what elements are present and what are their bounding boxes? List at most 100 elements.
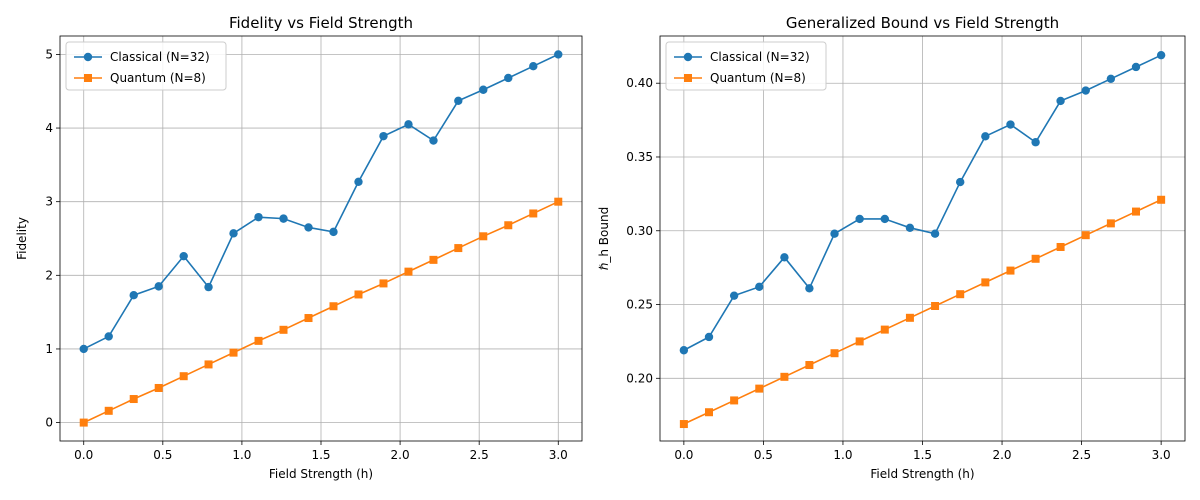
- data-point: [880, 214, 889, 224]
- data-point: [1056, 242, 1065, 251]
- data-point: [179, 251, 188, 261]
- x-tick-label: 1.5: [913, 448, 932, 462]
- data-point: [1031, 138, 1040, 147]
- x-tick-label: 0.5: [754, 448, 773, 462]
- y-tick-label: 3: [45, 195, 53, 209]
- y-tick-label: 4: [45, 121, 53, 135]
- data-point: [830, 229, 839, 238]
- data-point: [79, 344, 88, 354]
- data-point: [1156, 50, 1166, 60]
- x-tick-label: 1.0: [833, 448, 852, 462]
- y-tick-label: 0.40: [626, 76, 653, 90]
- data-point: [1132, 207, 1140, 216]
- data-point: [279, 214, 288, 223]
- data-point: [204, 360, 213, 369]
- data-point: [830, 349, 839, 358]
- y-tick-label: 0.25: [626, 298, 653, 312]
- data-point: [1081, 86, 1090, 95]
- x-tick-label: 2.0: [992, 448, 1011, 462]
- data-point: [504, 73, 513, 83]
- legend-marker: [684, 74, 692, 82]
- data-point: [554, 197, 563, 206]
- data-point: [905, 223, 915, 233]
- x-tick-label: 2.5: [1072, 448, 1091, 462]
- y-tick-label: 0.20: [626, 371, 653, 385]
- y-tick-label: 0: [45, 416, 53, 430]
- data-point: [154, 383, 163, 392]
- legend-marker: [683, 52, 693, 62]
- data-point: [755, 282, 764, 292]
- chart-panel-2: 0.0 0.5 1.0 1.5 2.0 2.5 3.0 0.20 0.25 0.30 0.35 0.4…: [597, 14, 1186, 481]
- data-point: [129, 291, 138, 300]
- data-point: [104, 332, 113, 341]
- chart-title: Generalized Bound vs Field Strength: [786, 14, 1059, 32]
- y-axis-label: ℏ_h Bound: [597, 207, 611, 270]
- legend-marker: [83, 52, 93, 62]
- data-point: [1056, 96, 1065, 106]
- data-point: [805, 361, 814, 370]
- data-point: [1081, 231, 1090, 240]
- data-point: [1157, 195, 1166, 204]
- series-1: [679, 50, 1166, 355]
- data-point: [354, 177, 363, 186]
- data-point: [679, 420, 688, 429]
- data-point: [354, 290, 363, 299]
- data-point: [229, 348, 238, 357]
- data-point: [956, 290, 965, 299]
- data-point: [704, 332, 714, 342]
- data-point: [729, 291, 739, 300]
- legend: Classical (N=32) Quantum (N=8): [65, 41, 227, 91]
- data-point: [931, 302, 940, 310]
- data-point: [855, 214, 864, 224]
- x-axis-label: Field Strength (h): [870, 467, 974, 481]
- x-tick-label: 2.0: [391, 448, 410, 462]
- data-point: [981, 278, 990, 287]
- y-tick-label: 1: [45, 342, 53, 356]
- plot-frame: [659, 35, 1186, 442]
- chart-title: Fidelity vs Field Strength: [229, 14, 413, 32]
- data-point: [1031, 254, 1040, 263]
- series-line: [83, 53, 559, 350]
- data-point: [529, 209, 538, 218]
- data-point: [905, 313, 914, 322]
- data-point: [1006, 120, 1015, 129]
- data-point: [1131, 62, 1141, 72]
- grid-lines: [60, 36, 582, 441]
- data-point: [981, 132, 990, 141]
- data-point: [404, 120, 413, 129]
- data-point: [329, 227, 338, 237]
- data-point: [229, 229, 238, 238]
- x-axis-label: Field Strength (h): [269, 467, 373, 481]
- data-point: [454, 96, 463, 106]
- series-1: [79, 50, 563, 354]
- data-point: [504, 221, 513, 230]
- data-point: [254, 212, 263, 222]
- data-point: [179, 372, 188, 381]
- data-point: [705, 408, 713, 417]
- legend-label: Quantum (N=8): [110, 71, 206, 85]
- data-point: [379, 279, 388, 288]
- data-point: [479, 85, 488, 94]
- data-point: [956, 177, 965, 187]
- y-tick-label: 5: [45, 47, 53, 61]
- legend: Classical (N=32) Quantum (N=8): [665, 41, 827, 91]
- x-tick-label: 0.0: [74, 448, 93, 462]
- legend-marker: [84, 74, 92, 82]
- x-tick-label: 2.5: [470, 448, 489, 462]
- legend-box: [665, 41, 827, 91]
- data-point: [429, 136, 438, 145]
- data-point: [79, 418, 88, 427]
- data-point: [204, 282, 213, 292]
- legend-box: [65, 41, 227, 91]
- y-axis-label: Fidelity: [15, 217, 29, 260]
- data-point: [104, 406, 113, 415]
- data-point: [454, 244, 463, 253]
- legend-label: Classical (N=32): [710, 50, 810, 64]
- data-point: [154, 282, 163, 291]
- x-tick-label: 3.0: [549, 448, 568, 462]
- x-tick-label: 3.0: [1152, 448, 1171, 462]
- data-point: [429, 255, 438, 264]
- data-point: [379, 131, 388, 141]
- data-point: [755, 384, 764, 393]
